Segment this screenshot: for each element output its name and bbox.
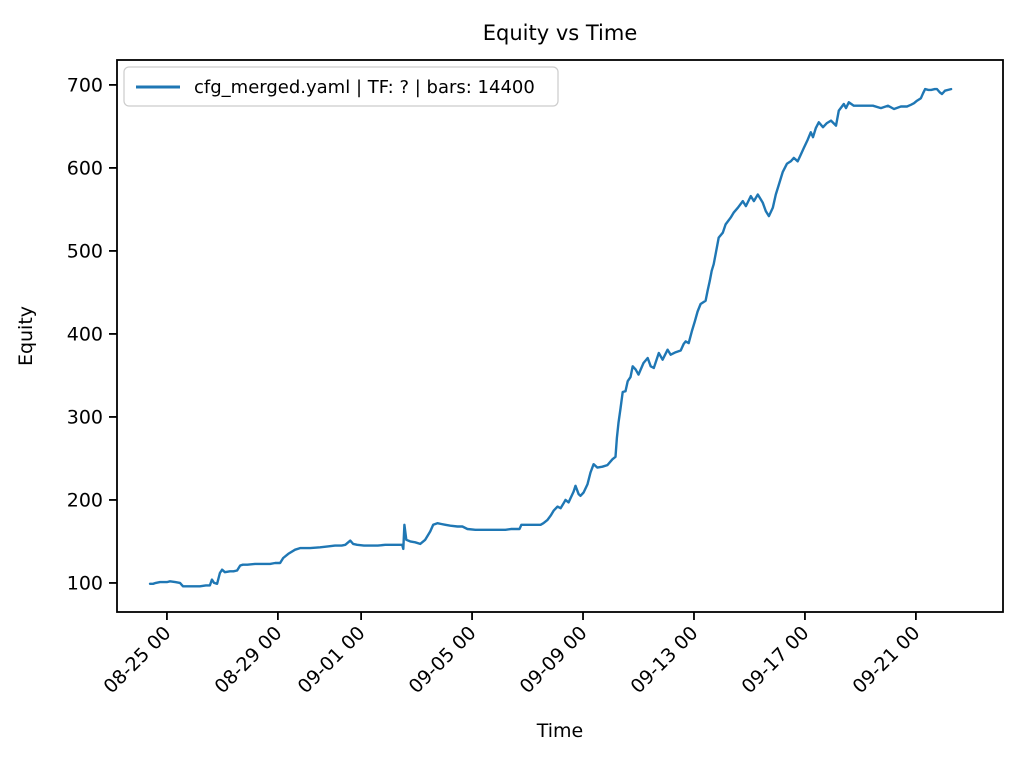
x-tick-label: 09-09 00 xyxy=(516,622,592,698)
y-tick-label: 700 xyxy=(67,74,103,96)
plot-area-frame xyxy=(116,59,1004,613)
x-tick-label: 09-17 00 xyxy=(738,622,814,698)
y-tick-label: 400 xyxy=(67,323,103,345)
y-tick-label: 200 xyxy=(67,489,103,511)
x-axis-ticks: 08-25 00 08-29 00 09-01 00 09-05 00 09-09 00… xyxy=(99,612,924,698)
y-axis-ticks: 100 200 300 400 500 600 700 xyxy=(67,74,117,594)
legend: cfg_merged.yaml | TF: ? | bars: 14400 xyxy=(123,66,559,107)
legend-box xyxy=(123,66,559,107)
x-tick-label: 09-13 00 xyxy=(627,622,703,698)
y-tick-label: 500 xyxy=(67,240,103,262)
y-tick-label: 600 xyxy=(67,157,103,179)
y-tick-label: 100 xyxy=(67,572,103,594)
chart-title: Equity vs Time xyxy=(483,21,638,45)
equity-line-series xyxy=(148,87,953,588)
x-tick-label: 09-05 00 xyxy=(405,622,481,698)
x-axis-label: Time xyxy=(536,720,584,742)
y-axis-label: Equity xyxy=(15,306,37,366)
equity-line xyxy=(148,87,953,588)
x-tick-label: 08-25 00 xyxy=(99,622,175,698)
x-tick-label: 08-29 00 xyxy=(210,622,286,698)
y-tick-label: 300 xyxy=(67,406,103,428)
x-tick-label: 09-01 00 xyxy=(294,622,370,698)
legend-entry-label: cfg_merged.yaml | TF: ? | bars: 14400 xyxy=(194,77,535,98)
x-tick-label: 09-21 00 xyxy=(848,622,924,698)
